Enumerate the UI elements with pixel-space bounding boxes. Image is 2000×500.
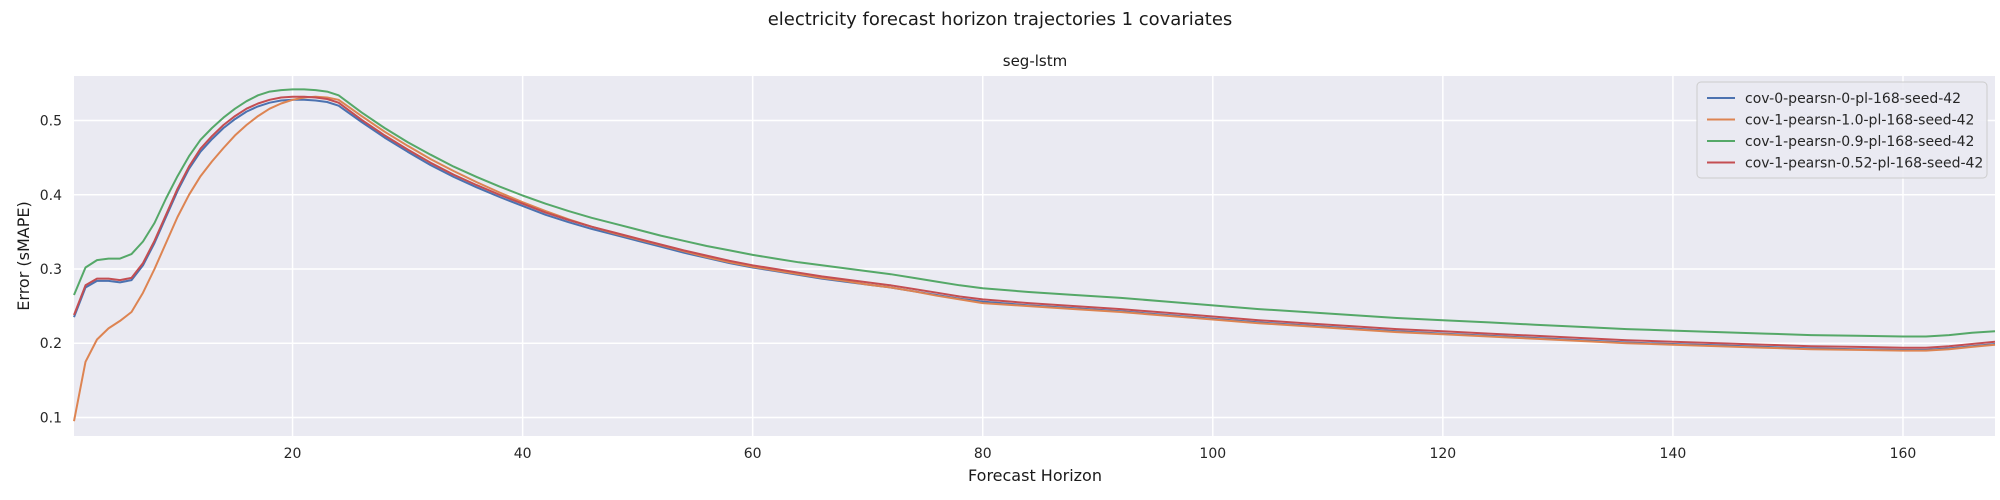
legend-label: cov-0-pearsn-0-pl-168-seed-42 xyxy=(1745,91,1961,107)
y-tick-label: 0.2 xyxy=(40,336,62,352)
x-tick-label: 140 xyxy=(1660,446,1687,462)
x-tick-label: 60 xyxy=(744,446,762,462)
y-tick-label: 0.5 xyxy=(40,114,62,130)
x-tick-label: 160 xyxy=(1890,446,1917,462)
x-tick-labels: 20 40 60 80 100 120 140 160 xyxy=(284,446,1917,462)
x-tick-label: 100 xyxy=(1199,446,1226,462)
x-tick-label: 40 xyxy=(514,446,532,462)
y-tick-labels: 0.1 0.2 0.3 0.4 0.5 xyxy=(40,114,62,427)
chart-title: seg-lstm xyxy=(1003,52,1067,70)
series-line-4 xyxy=(73,95,1996,349)
x-tick-label: 80 xyxy=(974,446,992,462)
y-tick-label: 0.4 xyxy=(40,188,62,204)
chart-suptitle: electricity forecast horizon trajectorie… xyxy=(768,9,1233,30)
plot-area xyxy=(74,76,1995,436)
x-tick-label: 120 xyxy=(1429,446,1456,462)
legend-label: cov-1-pearsn-0.52-pl-168-seed-42 xyxy=(1745,156,1983,172)
legend: cov-0-pearsn-0-pl-168-seed-42 cov-1-pears… xyxy=(1696,81,1988,179)
legend-box xyxy=(1696,81,1988,179)
y-axis-label: Error (sMAPE) xyxy=(14,201,33,310)
y-tick-label: 0.3 xyxy=(40,262,62,278)
legend-label: cov-1-pearsn-1.0-pl-168-seed-42 xyxy=(1745,113,1974,129)
x-tick-label: 20 xyxy=(284,446,302,462)
x-axis-label: Forecast Horizon xyxy=(968,466,1102,485)
y-tick-label: 0.1 xyxy=(40,410,62,426)
legend-label: cov-1-pearsn-0.9-pl-168-seed-42 xyxy=(1745,134,1974,150)
series-line-3 xyxy=(73,88,1996,338)
series-lines xyxy=(73,88,1996,422)
